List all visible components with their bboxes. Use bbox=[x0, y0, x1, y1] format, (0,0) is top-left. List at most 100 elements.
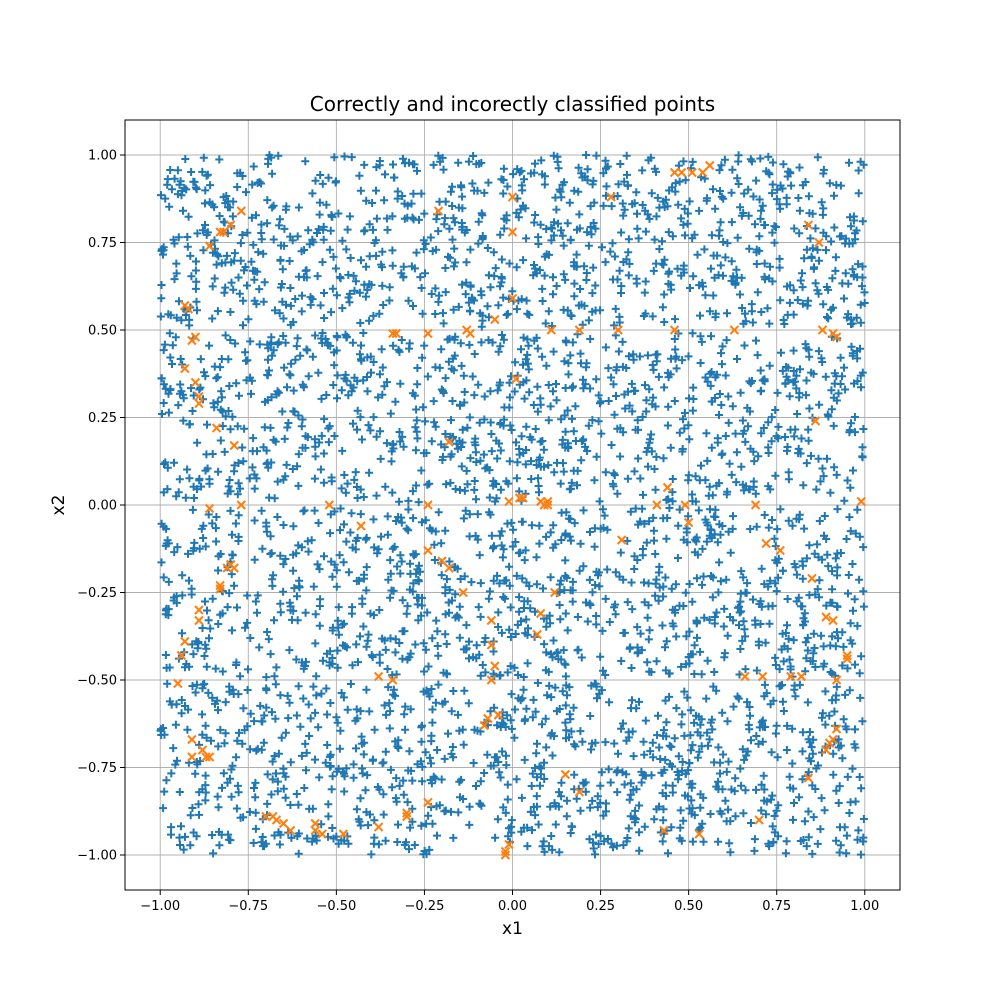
misclassified-point bbox=[687, 167, 697, 178]
misclassified-point bbox=[831, 675, 842, 685]
misclassified-point bbox=[775, 545, 785, 556]
misclassified-point bbox=[194, 605, 204, 615]
x-axis-label: x1 bbox=[502, 919, 523, 939]
misclassified-point bbox=[507, 293, 518, 304]
misclassified-point bbox=[490, 314, 500, 325]
misclassified-point bbox=[187, 335, 197, 346]
misclassified-point bbox=[676, 167, 687, 178]
misclassified-point bbox=[317, 829, 327, 839]
misclassified-point bbox=[606, 192, 616, 202]
misclassified-point bbox=[574, 787, 585, 797]
y-tick-label: −0.75 bbox=[77, 761, 117, 776]
misclassified-point bbox=[194, 398, 204, 409]
misclassified-point bbox=[215, 227, 225, 237]
misclassified-point bbox=[173, 678, 183, 689]
misclassified-point bbox=[373, 822, 384, 832]
misclassified-point bbox=[810, 416, 821, 426]
misclassified-point bbox=[754, 815, 764, 825]
misclassified-point bbox=[437, 556, 447, 566]
misclassified-point bbox=[574, 325, 585, 335]
misclassified-point bbox=[511, 374, 521, 384]
misclassified-point bbox=[817, 325, 828, 335]
misclassified-point bbox=[338, 829, 349, 839]
y-tick-label: 0.75 bbox=[88, 236, 117, 251]
misclassified-point bbox=[180, 636, 190, 647]
misclassified-point bbox=[490, 661, 500, 671]
misclassified-point bbox=[261, 811, 271, 822]
misclassified-point bbox=[194, 615, 204, 626]
misclassified-point bbox=[807, 573, 817, 584]
misclassified-point bbox=[821, 745, 831, 755]
x-tick-label: −0.50 bbox=[316, 899, 356, 914]
y-tick-label: −1.00 bbox=[77, 849, 117, 864]
misclassified-point bbox=[669, 167, 680, 178]
misclassified-point bbox=[236, 206, 246, 216]
misclassified-point bbox=[194, 391, 204, 402]
misclassified-point bbox=[324, 500, 335, 510]
misclassified-point bbox=[373, 671, 384, 682]
misclassified-point bbox=[842, 654, 852, 664]
x-tick-label: 1.00 bbox=[850, 899, 879, 914]
misclassified-point bbox=[402, 808, 412, 818]
misclassified-point bbox=[842, 650, 852, 661]
misclassified-point bbox=[803, 773, 814, 783]
misclassified-point bbox=[500, 850, 511, 860]
misclassified-point bbox=[683, 517, 694, 528]
misclassified-point bbox=[757, 671, 768, 682]
misclassified-point bbox=[486, 640, 497, 650]
misclassified-point bbox=[215, 584, 225, 594]
misclassified-point bbox=[225, 220, 236, 230]
misclassified-point bbox=[190, 377, 201, 388]
misclassified-point bbox=[856, 496, 866, 507]
misclassified-point bbox=[796, 671, 807, 682]
misclassified-point bbox=[201, 752, 211, 762]
misclassified-point bbox=[183, 304, 194, 314]
misclassified-point bbox=[176, 650, 187, 661]
x-tick-label: 0.75 bbox=[762, 899, 791, 914]
misclassified-point bbox=[187, 734, 197, 745]
misclassified-point bbox=[465, 328, 475, 339]
misclassified-point bbox=[187, 752, 197, 762]
x-tick-label: −0.75 bbox=[228, 899, 268, 914]
misclassified-point bbox=[504, 839, 514, 850]
misclassified-point bbox=[504, 496, 514, 507]
misclassified-point bbox=[229, 440, 239, 451]
misclassified-point bbox=[388, 675, 398, 685]
misclassified-point bbox=[229, 563, 239, 573]
misclassified-point bbox=[458, 587, 468, 598]
misclassified-point bbox=[204, 241, 215, 251]
x-tick-label: −0.25 bbox=[405, 899, 445, 914]
misclassified-point bbox=[423, 797, 433, 808]
misclassified-point bbox=[698, 167, 708, 178]
misclassified-point bbox=[433, 206, 444, 216]
misclassified-point bbox=[507, 227, 518, 237]
misclassified-point bbox=[828, 615, 838, 626]
misclassified-point bbox=[310, 825, 320, 836]
misclassified-point bbox=[786, 671, 796, 682]
misclassified-point bbox=[669, 325, 680, 335]
misclassified-point bbox=[423, 328, 433, 339]
misclassified-point bbox=[616, 535, 627, 545]
correct-point-markers bbox=[156, 151, 869, 859]
misclassified-point bbox=[285, 825, 296, 836]
misclassified-point bbox=[507, 192, 518, 202]
misclassified-point bbox=[652, 500, 662, 510]
misclassified-point bbox=[278, 818, 289, 829]
misclassified-point bbox=[391, 328, 401, 339]
misclassified-point bbox=[831, 724, 842, 734]
misclassified-point bbox=[310, 818, 320, 829]
misclassified-point bbox=[423, 500, 433, 510]
misclassified-point bbox=[486, 615, 497, 626]
misclassified-point bbox=[680, 500, 690, 510]
misclassified-point bbox=[204, 503, 215, 514]
y-tick-label: 1.00 bbox=[88, 149, 117, 164]
misclassified-point bbox=[546, 325, 556, 335]
misclassified-point bbox=[493, 710, 504, 720]
misclassified-point bbox=[486, 675, 497, 685]
x-tick-label: 0.25 bbox=[586, 899, 615, 914]
misclassified-point bbox=[659, 825, 669, 836]
misclassified-point bbox=[750, 500, 761, 510]
y-tick-label: −0.50 bbox=[77, 674, 117, 689]
